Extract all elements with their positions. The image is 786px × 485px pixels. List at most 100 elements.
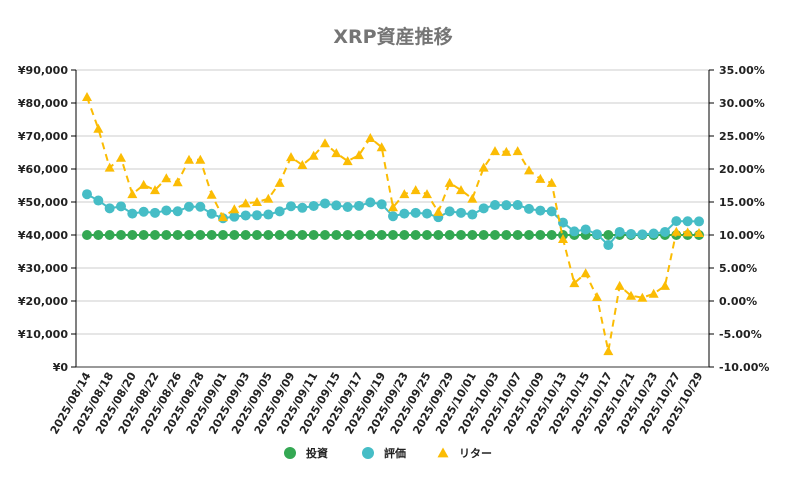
data-point [490, 200, 500, 211]
data-point [501, 200, 512, 211]
data-point [467, 193, 478, 203]
left-tick-label: ¥40,000 [18, 229, 68, 242]
data-point [161, 230, 172, 240]
left-tick-label: ¥60,000 [18, 163, 68, 176]
right-tick-label: 5.00% [719, 262, 757, 275]
data-point [614, 280, 625, 290]
data-point [229, 204, 240, 214]
data-point [218, 230, 228, 240]
right-tick-label: -10.00% [719, 361, 769, 374]
right-tick-label: 25.00% [719, 130, 765, 143]
data-point [501, 146, 512, 156]
data-point [456, 207, 466, 218]
legend-label: 投資 [306, 446, 328, 460]
data-point [569, 278, 580, 288]
data-point [603, 346, 614, 356]
data-point [410, 185, 421, 195]
data-point [320, 198, 330, 209]
data-point [195, 201, 206, 212]
data-point [127, 230, 138, 240]
data-point [535, 205, 546, 216]
data-point [456, 230, 466, 240]
data-point [161, 173, 172, 183]
data-point [399, 189, 410, 199]
data-point [580, 268, 591, 278]
data-point [240, 198, 251, 208]
left-tick-label: ¥80,000 [18, 97, 68, 110]
data-point [308, 230, 319, 240]
data-point [127, 208, 138, 219]
left-tick-label: ¥50,000 [18, 196, 68, 209]
data-point [388, 211, 398, 222]
data-point [376, 142, 387, 152]
data-point [422, 208, 432, 219]
series-line-リター [86, 96, 700, 352]
data-point [82, 189, 92, 200]
data-point [388, 202, 398, 212]
data-point [195, 154, 206, 164]
data-point [467, 209, 478, 220]
data-point [422, 230, 432, 240]
data-point [320, 138, 330, 148]
data-point [694, 216, 704, 227]
data-point [138, 206, 149, 217]
data-point [592, 229, 602, 240]
data-point [172, 177, 183, 187]
data-point [546, 230, 557, 240]
data-point [524, 230, 534, 240]
data-point [297, 230, 308, 240]
data-point [286, 152, 296, 162]
data-point [512, 200, 523, 211]
data-point [388, 230, 398, 240]
data-point [308, 150, 319, 160]
data-point [376, 199, 387, 210]
data-point [172, 206, 183, 217]
data-point [365, 132, 376, 142]
data-point [626, 290, 636, 300]
data-point [399, 208, 410, 219]
data-point [104, 230, 115, 240]
data-point [274, 177, 285, 187]
data-point [490, 146, 500, 156]
data-point [456, 185, 466, 195]
data-point [365, 197, 376, 208]
data-point [127, 189, 138, 199]
data-point [637, 229, 648, 240]
data-point [93, 230, 104, 240]
data-point [93, 123, 104, 133]
data-point [580, 224, 591, 235]
data-point [116, 201, 126, 212]
data-point [558, 233, 568, 243]
data-point [626, 228, 636, 239]
data-point [161, 205, 172, 216]
left-tick-label: ¥90,000 [18, 64, 68, 77]
data-point [150, 230, 160, 240]
data-point [172, 230, 183, 240]
data-point [410, 207, 421, 218]
data-point [116, 152, 126, 162]
data-point [206, 208, 217, 219]
data-point [195, 230, 206, 240]
data-point [660, 226, 670, 237]
legend-label: リター [459, 447, 492, 460]
data-point [637, 292, 648, 302]
data-point [512, 146, 523, 156]
data-point [184, 154, 194, 164]
data-point [354, 150, 364, 160]
data-point [184, 230, 194, 240]
data-point [82, 230, 92, 240]
data-point [263, 230, 274, 240]
data-point [331, 200, 342, 211]
right-tick-label: 35.00% [719, 64, 765, 77]
data-point [535, 230, 546, 240]
data-point [286, 201, 296, 212]
data-point [694, 228, 704, 238]
data-point [138, 179, 149, 189]
data-point [422, 189, 432, 199]
data-point [320, 230, 330, 240]
data-point [150, 185, 160, 195]
data-point [342, 202, 353, 213]
data-point [274, 206, 285, 217]
data-point [603, 240, 614, 251]
